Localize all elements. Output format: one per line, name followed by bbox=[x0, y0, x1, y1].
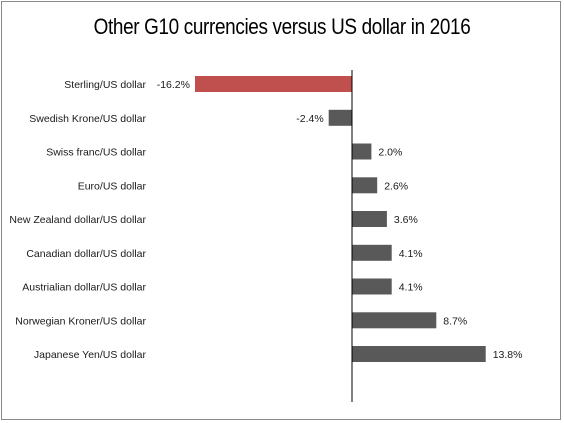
bar bbox=[352, 278, 392, 295]
data-label: 2.0% bbox=[378, 147, 402, 159]
bar bbox=[195, 76, 352, 92]
category-label: Canadian dollar/US dollar bbox=[26, 248, 146, 260]
chart-title: Other G10 currencies versus US dollar in… bbox=[93, 14, 471, 39]
category-label: New Zealand dollar/US dollar bbox=[9, 214, 146, 226]
bar bbox=[352, 346, 486, 362]
category-label: Swiss franc/US dollar bbox=[46, 147, 146, 159]
data-label: -16.2% bbox=[157, 79, 190, 91]
category-label: Sterling/US dollar bbox=[64, 79, 146, 91]
bar bbox=[352, 312, 437, 329]
bar bbox=[328, 109, 352, 126]
category-label: Swedish Krone/US dollar bbox=[29, 113, 146, 125]
category-label: Norwegian Kroner/US dollar bbox=[15, 315, 146, 327]
bar bbox=[352, 143, 372, 160]
category-label: Japanese Yen/US dollar bbox=[34, 349, 147, 361]
data-label: 8.7% bbox=[443, 315, 467, 327]
data-label: -2.4% bbox=[296, 113, 323, 125]
bar bbox=[352, 211, 387, 227]
data-label: 4.1% bbox=[399, 248, 423, 260]
data-label: 13.8% bbox=[493, 349, 523, 361]
data-label: 2.6% bbox=[384, 180, 408, 192]
category-label: Austrialian dollar/US dollar bbox=[22, 282, 146, 294]
data-label: 3.6% bbox=[394, 214, 418, 226]
bar bbox=[352, 244, 392, 261]
bar bbox=[352, 177, 378, 194]
category-label: Euro/US dollar bbox=[78, 180, 147, 192]
data-label: 4.1% bbox=[399, 282, 423, 294]
